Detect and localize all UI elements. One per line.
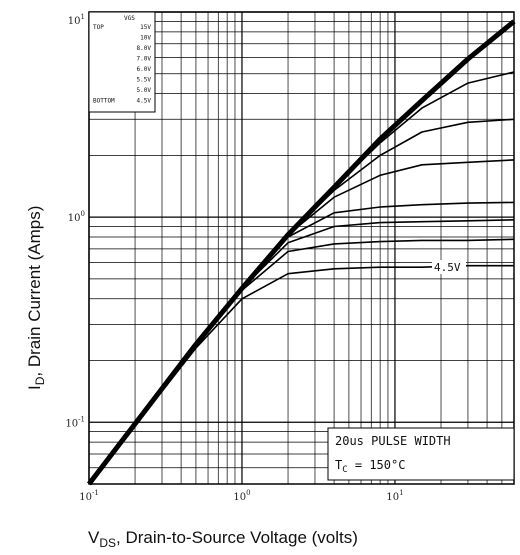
pulse-width-text: 20us PULSE WIDTH xyxy=(335,434,451,448)
legend-row-label: BOTTOM xyxy=(93,98,115,105)
legend-row-value: 7.0V xyxy=(137,56,152,63)
legend-row-value: 10V xyxy=(140,35,151,42)
legend-row-label: TOP xyxy=(93,24,104,31)
x-tick-label: 10-1 xyxy=(79,489,99,503)
y-tick-label: 10-1 xyxy=(65,415,85,429)
curve-label-bg xyxy=(432,260,466,274)
legend-row-value: 15V xyxy=(140,24,151,31)
legend: VGS TOP 15V 10V 8.0V 7.0V 6.0V 5.5V 5.0V BOTTOM 4… xyxy=(88,11,156,113)
x-axis-label: VDS, Drain-to-Source Voltage (volts) xyxy=(88,528,358,550)
y-tick-label: 100 xyxy=(68,210,85,224)
tick-labels: 10-1 100 101 10-1 100 101 xyxy=(65,13,403,503)
tc-text: TC = 150°C xyxy=(335,458,405,475)
legend-row-value: 8.0V xyxy=(137,45,152,52)
series-group xyxy=(87,19,516,486)
legend-row-value: 6.0V xyxy=(137,66,152,73)
pulse-annotation: 20us PULSE WIDTH TC = 150°C xyxy=(327,427,515,481)
x-tick-label: 101 xyxy=(386,489,403,503)
x-tick-label: 100 xyxy=(233,489,250,503)
plot-frame xyxy=(88,11,515,485)
legend-rows: TOP 15V 10V 8.0V 7.0V 6.0V 5.5V 5.0V BOTTOM 4.5V xyxy=(93,24,151,105)
curve-label-group: 4.5V xyxy=(432,260,466,274)
legend-header: VGS xyxy=(124,15,135,22)
legend-row-value: 4.5V xyxy=(137,98,152,105)
y-tick-label: 101 xyxy=(68,13,85,27)
curve-label-4v5: 4.5V xyxy=(434,261,461,274)
y-axis-label: ID, Drain Current (Amps) xyxy=(25,206,47,390)
legend-row-value: 5.5V xyxy=(137,77,152,84)
legend-row-value: 5.0V xyxy=(137,87,152,94)
annotation-box xyxy=(327,427,515,481)
series-line-7 xyxy=(88,238,515,485)
legend-box xyxy=(88,11,156,113)
